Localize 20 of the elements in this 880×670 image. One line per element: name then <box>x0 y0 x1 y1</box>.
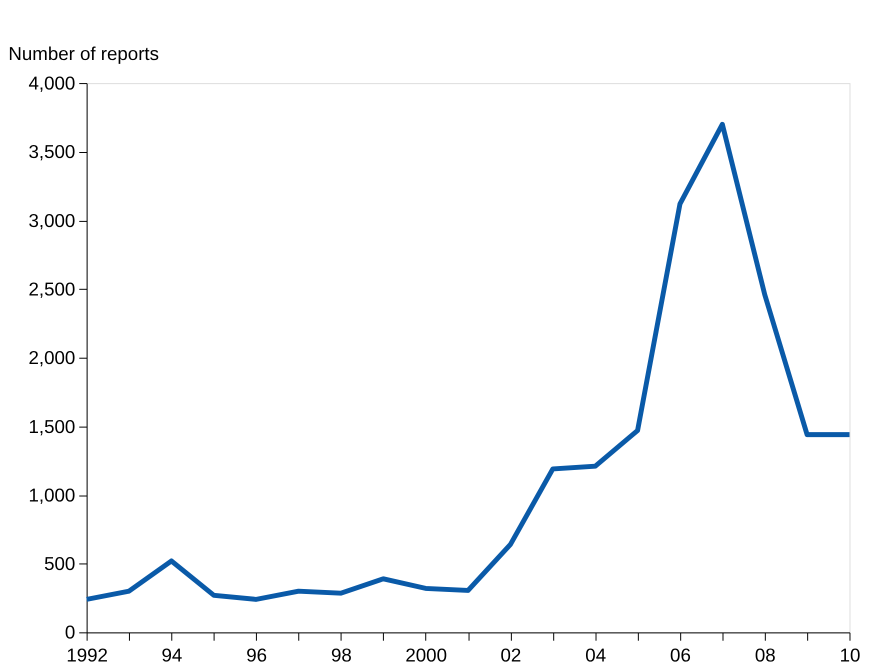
y-tick-label: 2,000 <box>28 347 76 368</box>
y-tick-label: 2,500 <box>28 278 76 300</box>
x-tick-label: 04 <box>585 644 606 666</box>
x-tick-label: 08 <box>754 644 776 666</box>
x-tick-label: 96 <box>246 644 268 666</box>
x-tick-label: 98 <box>331 644 352 666</box>
y-tick-label: 3,000 <box>28 210 76 231</box>
x-tick-label: 06 <box>670 644 691 666</box>
x-tick-label: 1992 <box>66 644 108 666</box>
y-tick-label: 4,000 <box>28 72 76 94</box>
y-tick-label: 3,500 <box>28 141 76 162</box>
y-tick-label: 500 <box>44 553 76 574</box>
y-axis-title: Number of reports <box>8 42 159 64</box>
x-tick-label: 94 <box>161 644 182 666</box>
y-tick-label: 1,500 <box>28 416 76 437</box>
x-tick-label: 2000 <box>405 644 447 666</box>
y-tick-label: 0 <box>64 622 76 643</box>
x-tick-label: 02 <box>500 644 522 666</box>
y-tick-label: 1,000 <box>28 484 76 506</box>
x-tick-label: 10 <box>840 644 860 666</box>
